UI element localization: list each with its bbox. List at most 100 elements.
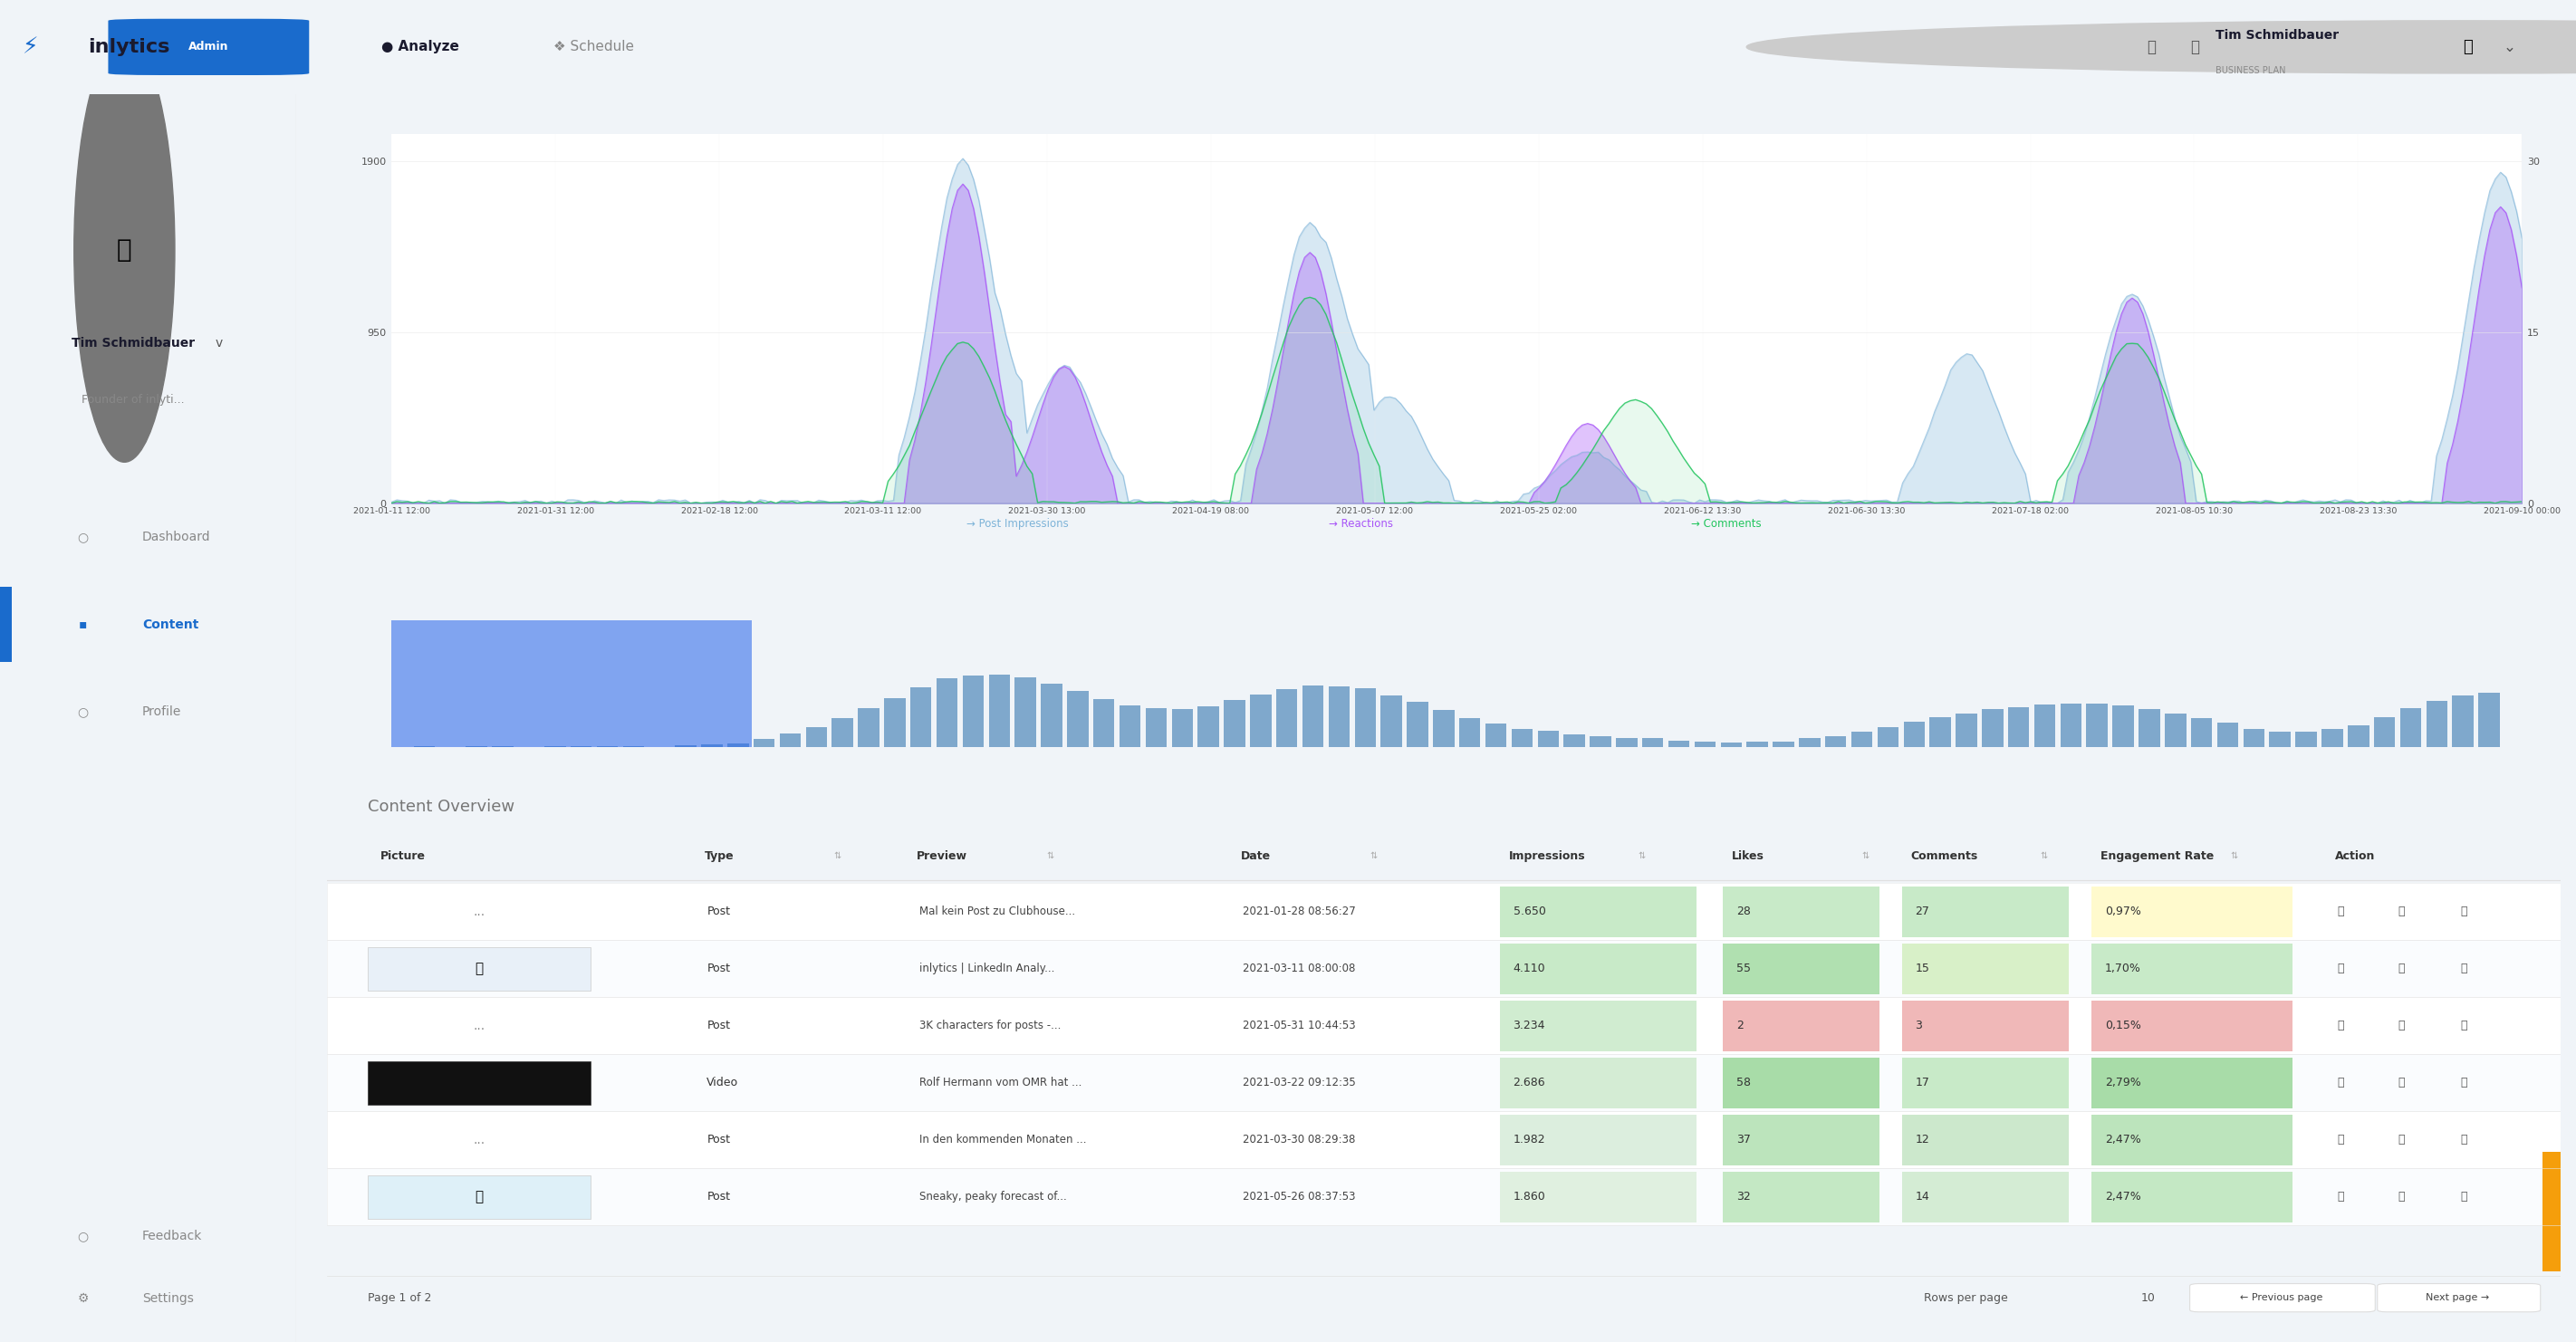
Bar [2192, 718, 2213, 747]
Text: Post: Post [706, 1020, 732, 1032]
Bar [2092, 886, 2293, 937]
Bar [2427, 701, 2447, 747]
Bar [1901, 886, 2069, 937]
Bar [1901, 943, 2069, 994]
Bar [2138, 709, 2161, 747]
Bar [1172, 709, 1193, 747]
Text: 2021-05-31 10:44:53: 2021-05-31 10:44:53 [1242, 1020, 1355, 1032]
Bar [368, 1062, 590, 1104]
Bar [1955, 714, 1976, 747]
Text: Post: Post [706, 962, 732, 974]
Text: Tim Schmidbauer: Tim Schmidbauer [2215, 30, 2339, 42]
Text: 0,15%: 0,15% [2105, 1020, 2141, 1032]
Text: ⇅: ⇅ [2231, 851, 2239, 860]
Bar [2218, 723, 2239, 747]
Bar [1904, 722, 1924, 747]
Text: 📊: 📊 [2398, 1134, 2403, 1146]
Text: Picture: Picture [381, 849, 425, 862]
Bar [327, 941, 2561, 997]
Bar [368, 1176, 590, 1219]
Text: 37: 37 [1736, 1134, 1752, 1146]
Bar [1092, 699, 1115, 747]
Text: ...: ... [474, 1020, 484, 1032]
Bar [1198, 706, 1218, 747]
Bar [1901, 1001, 2069, 1051]
Bar [1538, 731, 1558, 747]
Text: Settings: Settings [142, 1292, 193, 1304]
Text: Rows per page: Rows per page [1924, 1292, 2009, 1303]
Bar [1499, 1115, 1695, 1165]
Text: In den kommenden Monaten ...: In den kommenden Monaten ... [920, 1134, 1087, 1146]
Bar [569, 746, 592, 747]
Text: ⧇: ⧇ [2336, 1076, 2344, 1088]
Bar [1329, 686, 1350, 747]
Bar [598, 746, 618, 747]
Bar [1486, 723, 1507, 747]
Text: 📋: 📋 [2460, 1192, 2468, 1202]
Text: 5.650: 5.650 [1512, 906, 1546, 918]
Bar [1824, 735, 1847, 747]
Text: 28: 28 [1736, 906, 1752, 918]
Bar [781, 734, 801, 747]
Text: 📊: 📊 [2398, 1076, 2403, 1088]
Text: Feedback: Feedback [142, 1229, 204, 1243]
Text: ← Previous page: ← Previous page [2241, 1294, 2324, 1302]
Bar [1303, 686, 1324, 747]
Bar [1499, 1001, 1695, 1051]
Text: 15: 15 [1914, 962, 1929, 974]
Bar [938, 679, 958, 747]
Bar [2164, 714, 2187, 747]
Bar [2035, 705, 2056, 747]
Text: Tim Schmidbauer: Tim Schmidbauer [72, 337, 196, 350]
FancyBboxPatch shape [2378, 1284, 2540, 1312]
Text: 📋: 📋 [2460, 1076, 2468, 1088]
Text: Dashboard: Dashboard [142, 530, 211, 544]
Bar [1041, 683, 1061, 747]
Bar [327, 883, 2561, 941]
Bar [1723, 1001, 1880, 1051]
Bar [2543, 1151, 2561, 1272]
Text: 📊: 📊 [2398, 1020, 2403, 1032]
Text: Engagement Rate: Engagement Rate [2099, 849, 2213, 862]
Text: 📋: 📋 [2460, 906, 2468, 918]
Text: Rolf Hermann vom OMR hat ...: Rolf Hermann vom OMR hat ... [920, 1076, 1082, 1088]
Bar [2321, 729, 2344, 747]
Text: 👤: 👤 [116, 238, 131, 263]
Text: 📋: 📋 [2460, 962, 2468, 974]
Bar [2061, 703, 2081, 747]
Bar [1146, 709, 1167, 747]
Bar [327, 1111, 2561, 1169]
Text: 32: 32 [1736, 1192, 1752, 1202]
Bar [1589, 735, 1610, 747]
Text: 🔔: 🔔 [2190, 39, 2200, 55]
Bar [1615, 738, 1638, 747]
Bar [675, 745, 696, 747]
Bar [327, 997, 2561, 1055]
Bar [752, 738, 775, 747]
Text: inlytics | LinkedIn Analy...: inlytics | LinkedIn Analy... [920, 962, 1054, 974]
Bar [1878, 727, 1899, 747]
FancyBboxPatch shape [2190, 1284, 2375, 1312]
Text: 17: 17 [1914, 1076, 1929, 1088]
Bar [2092, 1057, 2293, 1108]
Text: 1.860: 1.860 [1512, 1192, 1546, 1202]
Bar [909, 687, 933, 747]
Bar [0, 586, 296, 662]
Bar [1901, 1057, 2069, 1108]
Bar [726, 743, 750, 747]
Text: Impressions: Impressions [1510, 849, 1584, 862]
Bar [963, 675, 984, 747]
Text: ● Analyze: ● Analyze [381, 40, 459, 54]
Text: 2021-03-30 08:29:38: 2021-03-30 08:29:38 [1242, 1134, 1355, 1146]
Text: 2021-03-22 09:12:35: 2021-03-22 09:12:35 [1242, 1076, 1355, 1088]
Text: Action: Action [2334, 849, 2375, 862]
Bar [1721, 743, 1741, 747]
Text: ⌄: ⌄ [2504, 39, 2514, 55]
Text: ○: ○ [77, 1229, 88, 1243]
Bar [2347, 725, 2370, 747]
Bar [884, 698, 904, 747]
Text: Profile: Profile [142, 706, 180, 718]
Text: 2,79%: 2,79% [2105, 1076, 2141, 1088]
Text: 📋: 📋 [2460, 1020, 2468, 1032]
Text: 1.982: 1.982 [1512, 1134, 1546, 1146]
